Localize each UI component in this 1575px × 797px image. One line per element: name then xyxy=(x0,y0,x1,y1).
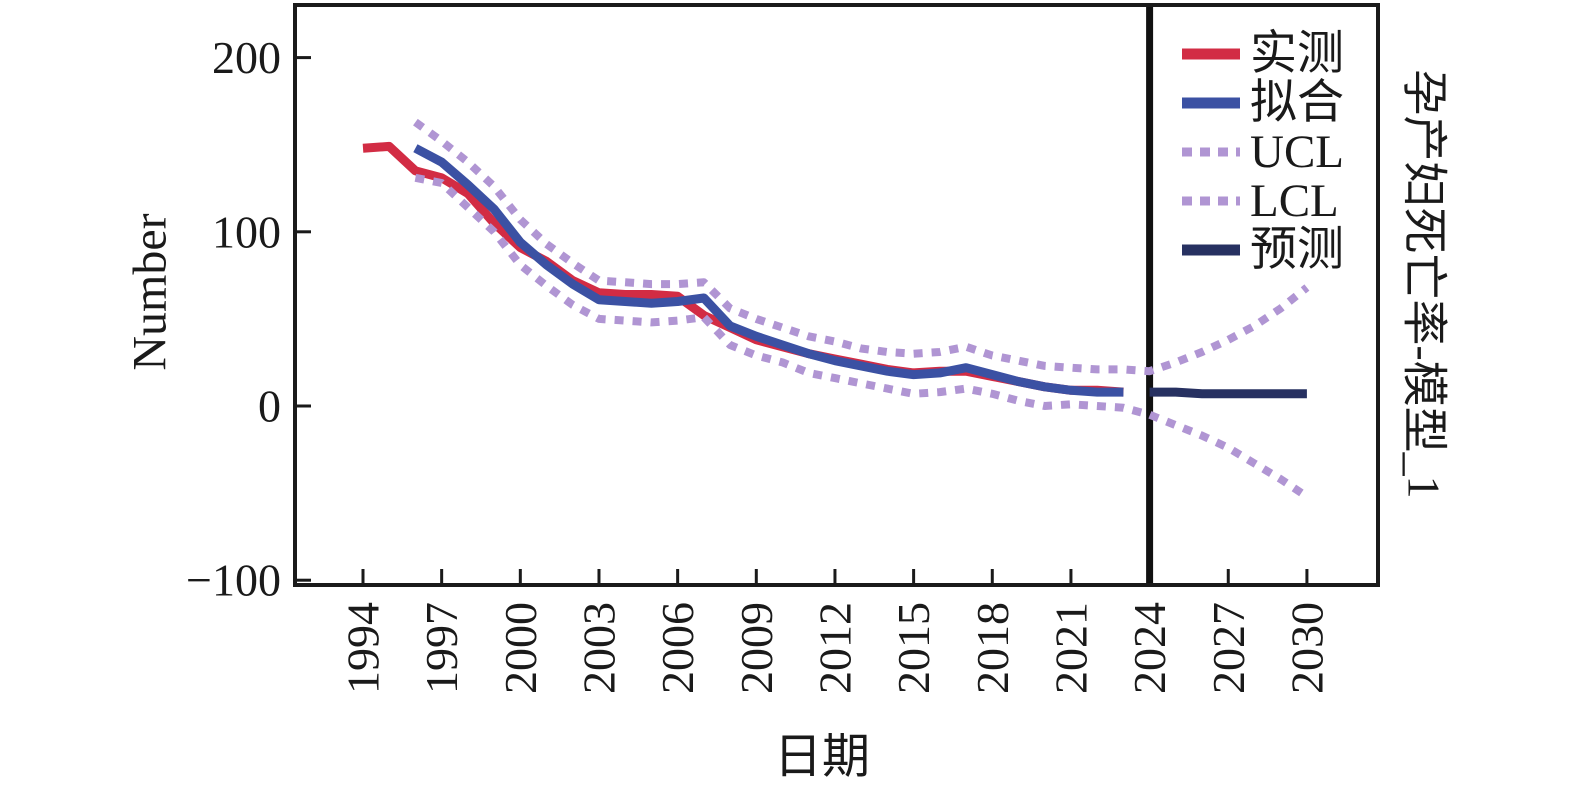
right-panel-title: 孕产妇死亡率-模型_1 xyxy=(1399,69,1450,498)
x-tick-label: 2012 xyxy=(809,602,860,694)
series-fitted xyxy=(413,144,1124,397)
series-forecast xyxy=(1149,387,1307,399)
x-tick-label: 2021 xyxy=(1045,602,1096,694)
x-tick-label: 2000 xyxy=(495,602,546,694)
y-tick-label: 200 xyxy=(212,32,281,83)
y-tick-label: 0 xyxy=(258,381,281,432)
x-tick-label: 2030 xyxy=(1281,602,1332,694)
x-tick-label: 2018 xyxy=(967,602,1018,694)
series-upper-confidence-limit xyxy=(413,118,1310,376)
y-axis-title: Number xyxy=(124,213,177,370)
y-tick-label: −100 xyxy=(186,555,281,606)
x-tick-label: 2009 xyxy=(731,602,782,694)
series-lower-confidence-limit xyxy=(414,173,1310,500)
legend-label-2: 拟合 xyxy=(1250,77,1344,129)
y-tick-label: 100 xyxy=(212,206,281,257)
plot-layer: 1994 1997 2000 2003 2006 2009 2012 2015 2018 2021… xyxy=(186,3,1380,694)
plot-border xyxy=(293,3,1380,587)
x-tick-label: 2015 xyxy=(888,602,939,694)
x-tick-label: 1997 xyxy=(416,602,467,694)
x-tick-label: 2024 xyxy=(1124,602,1175,694)
legend-label-5: 预测 xyxy=(1250,224,1344,276)
legend-label-1: 实测 xyxy=(1250,28,1344,80)
x-tick-label: 2027 xyxy=(1203,602,1254,694)
x-tick-label: 2003 xyxy=(573,602,624,694)
x-tick-label: 1994 xyxy=(338,602,389,694)
legend-label-3: UCL xyxy=(1250,126,1344,178)
legend-label-4: LCL xyxy=(1250,175,1339,227)
x-tick-label: 2006 xyxy=(652,602,703,694)
x-axis-title: 日期 xyxy=(774,731,870,784)
